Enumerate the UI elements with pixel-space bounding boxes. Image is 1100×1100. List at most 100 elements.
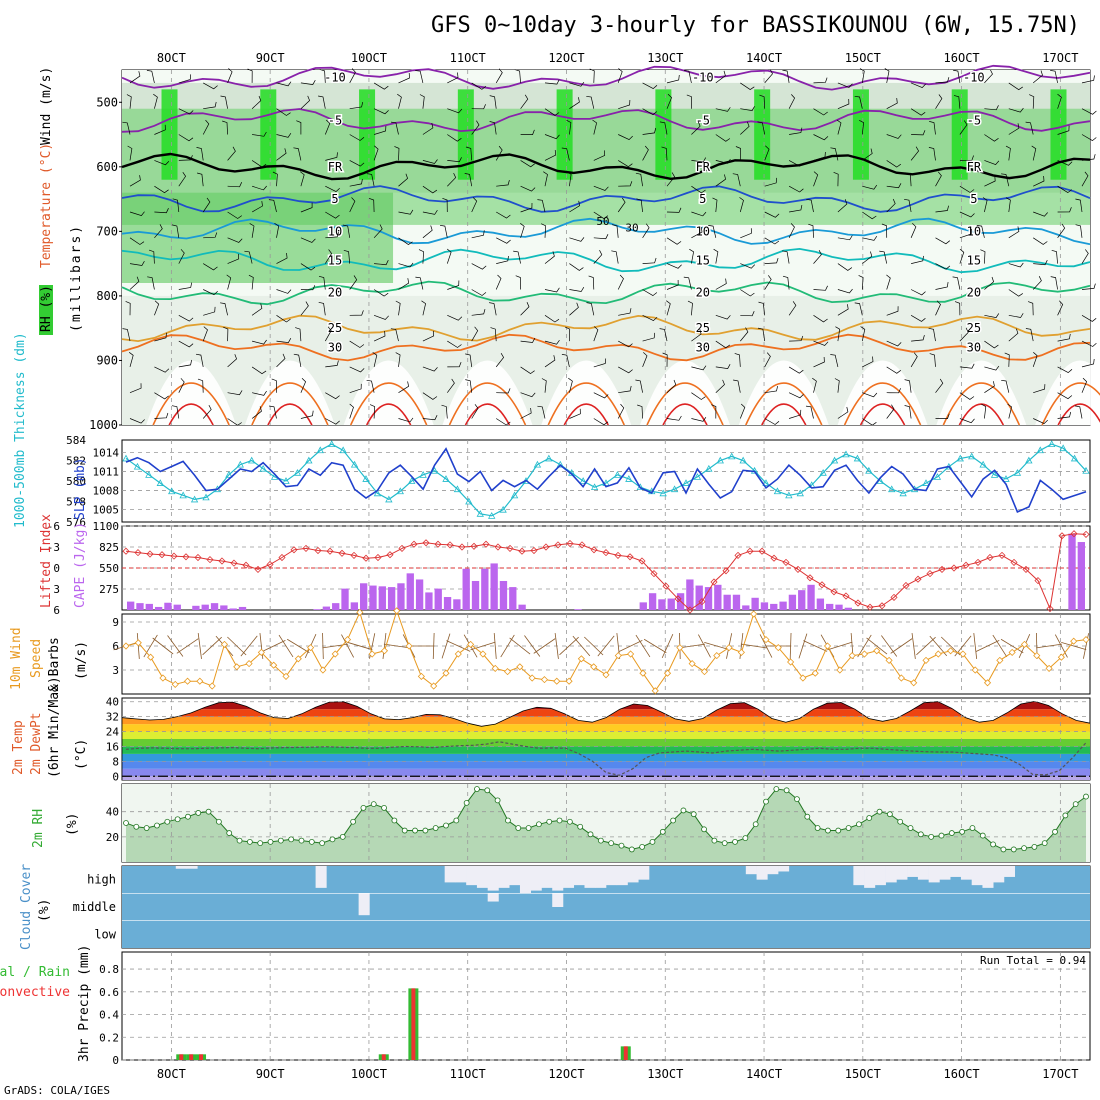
wind-barb [178, 172, 187, 187]
wind-barb [178, 378, 185, 393]
li-tick-label: 6 [53, 604, 60, 617]
wind-barb [227, 211, 243, 219]
wind-barb [959, 327, 969, 342]
wind-barb [813, 151, 826, 161]
wind-barb [959, 363, 975, 369]
wind-barb [227, 390, 243, 396]
wind-barb [422, 366, 438, 372]
rh2m-point [959, 828, 966, 835]
li-point [914, 575, 922, 583]
thickness-point [236, 460, 244, 468]
rh2m-point [1021, 845, 1027, 852]
wind-barb [1081, 171, 1089, 187]
cape-bar [648, 593, 657, 610]
wind10-barb [1054, 634, 1068, 658]
wind-barb [635, 379, 643, 393]
top-tick-label: 11OCT [450, 51, 486, 65]
wind-barb [276, 353, 286, 368]
rh2m-point [680, 807, 687, 814]
temp-contour [121, 185, 1091, 213]
cloud-level-label: middle [73, 900, 116, 914]
wind-barb [249, 223, 255, 238]
wind-barb [886, 183, 902, 189]
wind-barb [733, 379, 741, 393]
wind-barb [349, 178, 363, 187]
wind10-barb [286, 638, 310, 654]
wind-barb [372, 352, 378, 367]
wind-barb [247, 68, 253, 83]
wind-barb [1027, 301, 1034, 316]
wind-barb [715, 70, 726, 84]
wind10-point [356, 608, 364, 616]
wind-barb [154, 412, 169, 419]
wind-barb [300, 301, 309, 316]
rh2m-point [618, 842, 625, 849]
pressure-tick-label: 600 [96, 160, 118, 174]
temp-contour-label: -10 [963, 71, 985, 85]
li-line [125, 533, 1087, 611]
wind-barb [203, 289, 218, 296]
wind-barb [129, 418, 145, 424]
li-point [746, 547, 754, 555]
rh2m-point [370, 801, 377, 808]
slp-tick-label: 1005 [93, 503, 120, 516]
chart-title: GFS 0~10day 3-hourly for BASSIKOUNOU (6W… [431, 13, 1080, 38]
temp-band [122, 753, 1090, 762]
cloud-high-clear [186, 866, 198, 869]
wind-barb [1081, 340, 1097, 347]
wind10-point [257, 648, 265, 656]
wind-barb [666, 93, 673, 109]
rh2m-point [246, 838, 253, 845]
wind-barb [398, 278, 410, 290]
wind-barb [369, 404, 376, 419]
wind-barb [366, 173, 375, 187]
wind10-point [897, 674, 905, 682]
temp2m-label-d: (°C) [74, 739, 89, 770]
wind-barb [178, 74, 192, 84]
cape-bar [313, 609, 321, 610]
wind10-barb [470, 641, 496, 651]
cape-bar [387, 587, 396, 610]
thickness-point [1070, 454, 1079, 462]
wind10-barb [341, 634, 354, 658]
cloud-high-clear [767, 866, 779, 875]
rh2m-point [226, 830, 233, 836]
thickness-point [1048, 440, 1056, 447]
wind-barb [471, 230, 485, 239]
wind10-point [996, 656, 1004, 664]
wind-barb [860, 326, 866, 342]
wind-barb [1025, 121, 1034, 135]
wind-barb [154, 332, 167, 342]
wind10-point [947, 647, 955, 655]
wind-barb [465, 353, 473, 367]
wind-barb [122, 121, 131, 135]
cloud-high-clear [530, 866, 542, 891]
wind-barb [515, 275, 521, 290]
li-point [686, 606, 694, 614]
cape-bar [443, 597, 452, 610]
wind-barb [617, 68, 623, 84]
precip-conv-bar [623, 1046, 628, 1060]
li-point [782, 558, 790, 566]
wind-barb [1051, 249, 1058, 264]
wind10-point [762, 636, 770, 644]
wind-barb [691, 121, 701, 135]
wind-barb [296, 120, 302, 135]
wind-barb [422, 225, 433, 239]
wind-barb [959, 120, 968, 135]
rh2m-point [721, 840, 728, 847]
wind-barb [789, 335, 804, 342]
wind-barb [884, 68, 890, 83]
thickness-point [1036, 446, 1044, 454]
wind-barb [612, 224, 619, 238]
wind-barb [441, 404, 448, 419]
wind-barb [293, 353, 302, 367]
wind-barb [618, 385, 632, 394]
rh2m-point [432, 825, 439, 831]
wind-barb [928, 327, 936, 342]
temp-label: Temperature (°C) [39, 143, 54, 268]
wind-barb [395, 300, 401, 316]
thickness-point [476, 509, 484, 517]
wind-barb [447, 108, 463, 114]
rh2m-point [794, 796, 800, 802]
